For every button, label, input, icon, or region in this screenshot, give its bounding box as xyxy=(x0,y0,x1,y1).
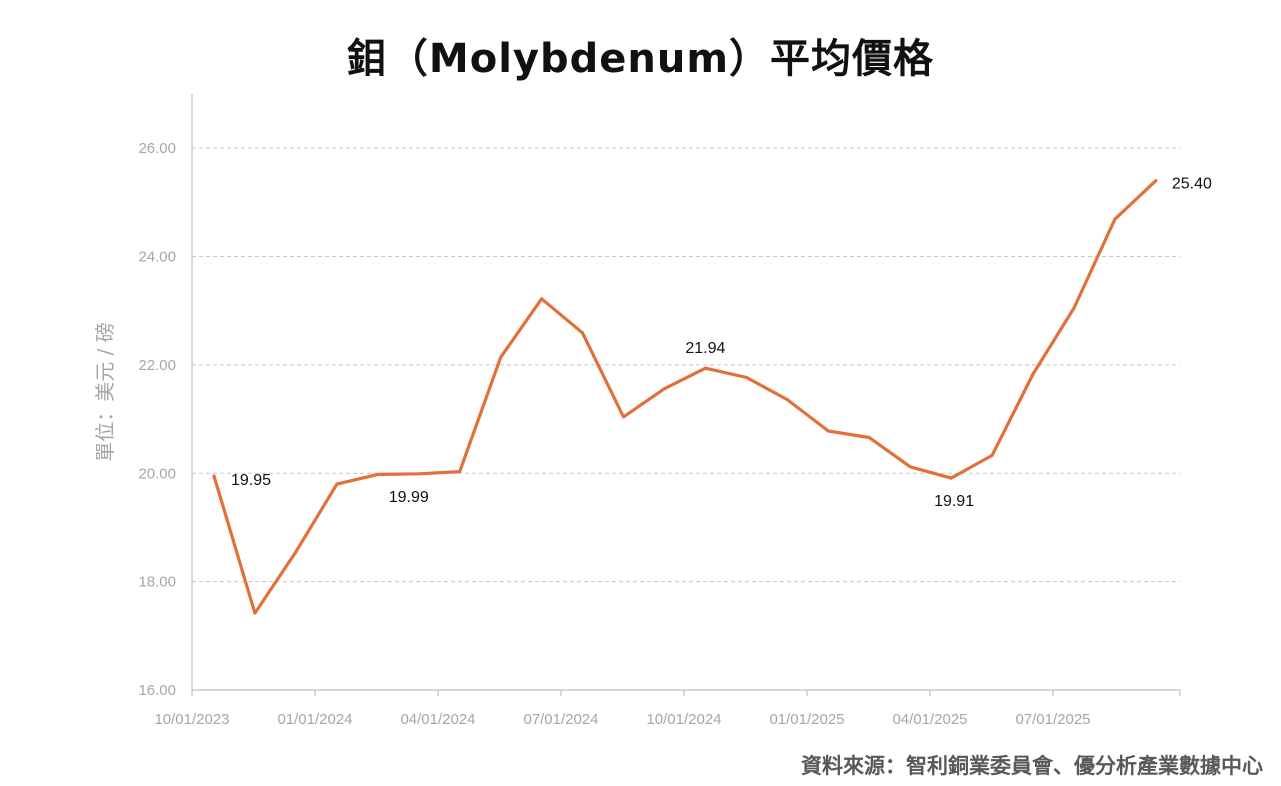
data-label: 25.40 xyxy=(1172,176,1212,193)
x-tick-label: 10/01/2023 xyxy=(154,711,229,728)
data-point xyxy=(867,436,871,440)
y-tick-label: 16.00 xyxy=(138,682,176,699)
x-tick-label: 07/01/2025 xyxy=(1015,711,1090,728)
x-tick-label: 04/01/2025 xyxy=(892,711,967,728)
data-point xyxy=(1031,372,1035,376)
data-label: 19.91 xyxy=(934,493,974,510)
y-tick-label: 22.00 xyxy=(138,357,176,374)
data-label: 21.94 xyxy=(685,340,725,357)
data-point xyxy=(703,366,707,370)
data-point xyxy=(212,474,216,478)
data-point xyxy=(826,429,830,433)
data-point xyxy=(1072,306,1076,310)
data-label: 19.99 xyxy=(389,489,429,506)
price-series-line xyxy=(212,179,1158,615)
y-tick-label: 24.00 xyxy=(138,249,176,266)
x-tick-label: 07/01/2024 xyxy=(523,711,598,728)
data-point xyxy=(376,472,380,476)
data-point xyxy=(253,611,257,615)
data-point xyxy=(1113,217,1117,221)
data-point xyxy=(662,387,666,391)
y-tick-label: 26.00 xyxy=(138,140,176,157)
y-axis-label: 單位：美元 / 磅 xyxy=(93,322,117,461)
chart-title: 鉬（Molybdenum）平均價格 xyxy=(346,36,935,82)
data-point xyxy=(335,482,339,486)
data-point xyxy=(417,472,421,476)
data-point xyxy=(744,375,748,379)
x-tick-label: 04/01/2024 xyxy=(400,711,475,728)
data-point xyxy=(949,476,953,480)
data-point xyxy=(458,470,462,474)
x-tick-label: 01/01/2024 xyxy=(277,711,352,728)
data-point xyxy=(294,550,298,554)
data-label: 19.95 xyxy=(231,472,271,489)
x-tick-label: 01/01/2025 xyxy=(769,711,844,728)
data-point xyxy=(1154,179,1158,183)
y-tick-label: 20.00 xyxy=(138,465,176,482)
y-tick-label: 18.00 xyxy=(138,574,176,591)
data-point xyxy=(990,453,994,457)
data-point xyxy=(622,415,625,419)
data-point xyxy=(581,331,585,335)
data-point xyxy=(540,297,544,301)
data-point xyxy=(499,355,503,359)
source-note: 資料來源：智利銅業委員會、優分析產業數據中心 xyxy=(801,754,1263,778)
data-point xyxy=(785,398,789,402)
data-point xyxy=(908,465,912,469)
x-tick-label: 10/01/2024 xyxy=(646,711,721,728)
